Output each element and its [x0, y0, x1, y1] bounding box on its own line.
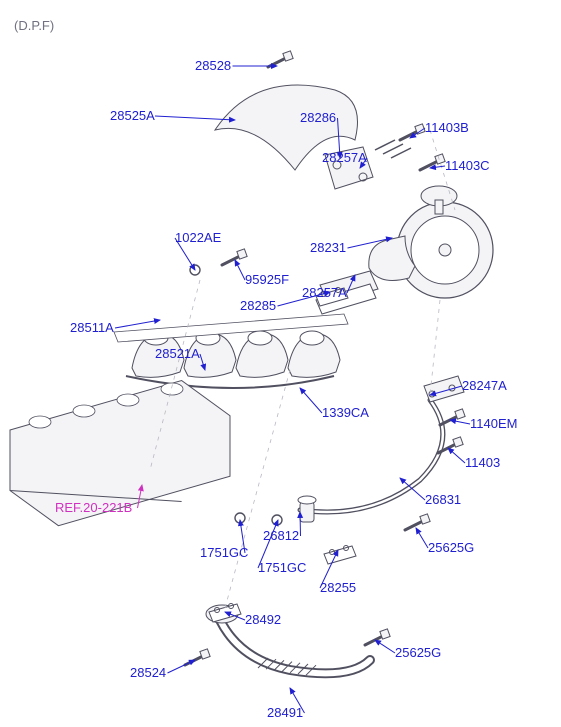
- callout-25625G2: 25625G: [395, 645, 441, 660]
- callout-28247A: 28247A: [462, 378, 507, 393]
- callout-28521A: 28521A: [155, 346, 200, 361]
- callout-28286: 28286: [300, 110, 336, 125]
- callout-28528: 28528: [195, 58, 231, 73]
- callout-28491: 28491: [267, 705, 303, 720]
- diagram-canvas: (D.P.F) 28528 28525A 28286 11403B 28257A 1140…: [0, 0, 561, 727]
- callout-ref: REF.20-221B: [55, 500, 132, 515]
- callout-1339CA: 1339CA: [322, 405, 369, 420]
- callout-28525A: 28525A: [110, 108, 155, 123]
- callout-28511A: 28511A: [70, 320, 114, 335]
- callout-28231: 28231: [310, 240, 346, 255]
- callout-95925F: 95925F: [245, 272, 289, 287]
- callout-28255: 28255: [320, 580, 356, 595]
- callout-25625G: 25625G: [428, 540, 474, 555]
- context-label: (D.P.F): [14, 18, 54, 33]
- callout-11403C: 11403C: [445, 158, 490, 173]
- callout-1022AE: 1022AE: [175, 230, 221, 245]
- callout-1751GC: 1751GC: [200, 545, 248, 560]
- callout-28257A: 28257A: [322, 150, 367, 165]
- callout-28524: 28524: [130, 665, 166, 680]
- callout-26812: 26812: [263, 528, 299, 543]
- callout-28285: 28285: [240, 298, 276, 313]
- callout-1140EM: 1140EM: [470, 416, 517, 431]
- callout-28492: 28492: [245, 612, 281, 627]
- callout-11403: 11403: [465, 455, 500, 470]
- callout-1751GC2: 1751GC: [258, 560, 306, 575]
- callout-26831: 26831: [425, 492, 461, 507]
- callout-28257A2: 28257A: [302, 285, 347, 300]
- callout-11403B: 11403B: [425, 120, 469, 135]
